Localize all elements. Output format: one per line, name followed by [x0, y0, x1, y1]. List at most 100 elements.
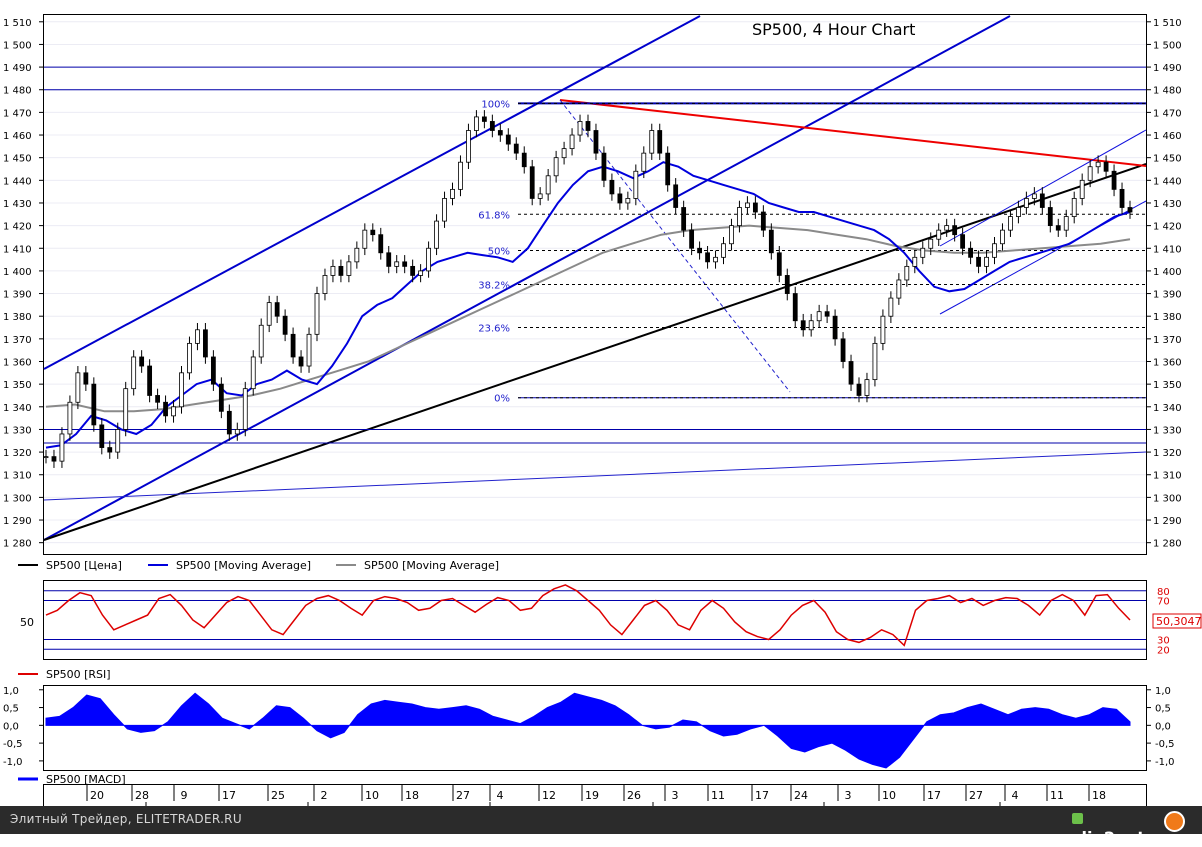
price-bar-body — [585, 121, 591, 131]
price-bar-body — [721, 243, 726, 258]
price-tick-label-left: 1 500 — [3, 40, 32, 51]
price-legend: SP500 [Цена] SP500 [Moving Average] SP50… — [18, 559, 499, 572]
price-tick-label-right: 1 450 — [1153, 154, 1182, 165]
fib-level-label: 0% — [494, 394, 510, 405]
price-bar-body — [737, 207, 742, 227]
price-bar-body — [434, 220, 439, 249]
price-bar-body — [354, 247, 360, 263]
price-tick-label-right: 1 370 — [1153, 335, 1182, 346]
upper-channel-line — [43, 15, 701, 370]
price-bar-body — [968, 247, 973, 258]
price-bar-body — [537, 193, 543, 199]
lower-long-line — [43, 451, 1147, 501]
price-bar-body — [203, 329, 208, 358]
price-bar-body — [147, 365, 153, 396]
macd-tick-label-left: -1,0 — [3, 757, 23, 768]
rsi-level-label: 70 — [1157, 597, 1170, 608]
price-tick-label-right: 1 320 — [1153, 448, 1182, 459]
price-tick-label-right: 1 500 — [1153, 40, 1182, 51]
price-tick-label-left: 1 440 — [3, 176, 32, 187]
price-bar-body — [577, 121, 583, 136]
rsi-last-value-box — [1152, 613, 1202, 629]
price-bar-body — [67, 401, 73, 435]
price-bar-body — [489, 121, 495, 131]
price-bar-body — [561, 148, 567, 159]
price-y-grid — [44, 21, 1146, 544]
price-bar-body — [1087, 166, 1093, 181]
price-bar-body — [282, 315, 288, 335]
price-bar-body — [1063, 216, 1069, 231]
price-bar-body — [768, 229, 774, 254]
macd-tick-label-right: 0,5 — [1155, 704, 1171, 715]
price-bar-body — [51, 456, 57, 462]
price-tick-label-right: 1 480 — [1153, 86, 1182, 97]
legend-fast-ma-label: SP500 [Moving Average] — [176, 559, 311, 572]
rsi-panel-frame — [43, 580, 1147, 660]
price-bar-body — [593, 130, 599, 154]
price-tick-label-left: 1 370 — [3, 335, 32, 346]
price-bar-body — [784, 275, 790, 294]
price-tick-label-right: 1 470 — [1153, 108, 1182, 119]
price-bar-body — [792, 293, 798, 322]
price-tick-label-right: 1 340 — [1153, 403, 1182, 414]
price-bar-body — [713, 256, 718, 263]
price-tick-label-left: 1 480 — [3, 86, 32, 97]
price-bar-body — [210, 356, 216, 385]
macd-area — [45, 692, 1131, 769]
price-bar-body — [378, 234, 384, 254]
price-bar-body — [864, 379, 870, 396]
price-tick-label-left: 1 460 — [3, 131, 32, 142]
rising-channel-upper — [939, 129, 1147, 247]
price-tick-label-right: 1 280 — [1153, 539, 1182, 550]
price-bar-body — [888, 297, 894, 317]
date-day-label: 3 — [845, 789, 852, 802]
date-day-label: 9 — [181, 789, 188, 802]
price-bar-body — [697, 247, 702, 254]
price-bar-body — [1103, 161, 1109, 172]
price-tick-label-left: 1 400 — [3, 267, 32, 278]
footer-source: Элитный Трейдер, ELITETRADER.RU — [10, 812, 242, 826]
rsi-level-label: 20 — [1157, 645, 1170, 656]
macd-histogram-area — [45, 692, 1131, 769]
price-bar-body — [529, 166, 535, 199]
price-tick-label-left: 1 510 — [3, 18, 32, 29]
fast-ma-line — [45, 161, 1131, 449]
date-day-label: 25 — [271, 789, 285, 802]
resistance-line — [559, 99, 1147, 167]
price-tick-label-left: 1 330 — [3, 425, 32, 436]
price-tick-label-right: 1 410 — [1153, 244, 1182, 255]
date-day-label: 26 — [627, 789, 641, 802]
price-bar-body — [226, 410, 232, 435]
price-bar-body — [928, 238, 934, 249]
price-bar-body — [1119, 188, 1125, 208]
macd-tick-label-right: 0,0 — [1155, 721, 1171, 732]
price-bar-body — [912, 256, 918, 267]
macd-tick-label-right: 1,0 — [1155, 686, 1171, 697]
price-bar-body — [760, 211, 766, 231]
price-tick-label-right: 1 350 — [1153, 380, 1182, 391]
price-bar-body — [1111, 170, 1117, 190]
price-bar-body — [657, 130, 663, 154]
price-bar-body — [569, 134, 575, 150]
price-tick-label-left: 1 360 — [3, 358, 32, 369]
price-bar-body — [107, 447, 113, 453]
price-bar-body — [426, 247, 431, 272]
price-bar-body — [115, 429, 121, 453]
price-bar-body — [179, 372, 184, 408]
price-bar-body — [1023, 198, 1029, 208]
date-day-label: 27 — [456, 789, 470, 802]
price-bar-body — [729, 225, 734, 245]
price-bar-body — [705, 252, 710, 263]
price-bar-body — [832, 315, 838, 340]
price-bar-body — [1127, 207, 1133, 213]
price-bar-body — [952, 225, 958, 236]
price-bar-body — [872, 342, 878, 381]
rsi-level-label: 30 — [1157, 636, 1170, 647]
price-bars — [43, 110, 1133, 468]
clip2net-ball-icon — [1164, 811, 1185, 832]
price-bar-body — [250, 356, 256, 390]
date-day-label: 11 — [1050, 789, 1064, 802]
price-y-axis-right: 1 280 1 290 1 300 1 310 1 320 1 330 1 340 1 350… — [1146, 18, 1182, 550]
